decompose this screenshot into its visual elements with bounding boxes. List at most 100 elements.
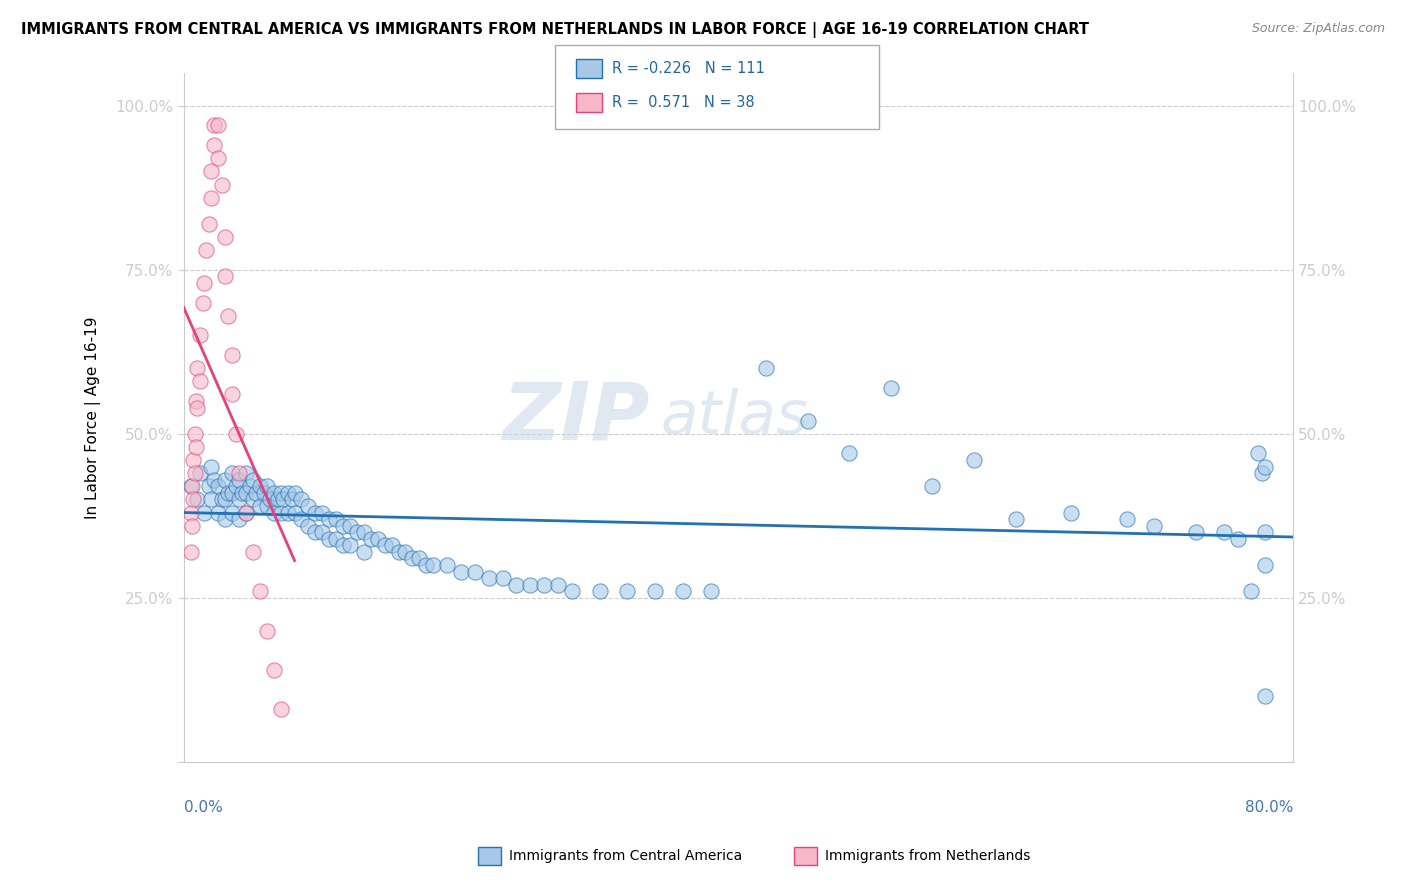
Point [194, 243, 217, 257]
Point [360, 532, 382, 546]
Point [214, 492, 236, 507]
Point [401, 551, 423, 566]
Point [202, 119, 225, 133]
Point [353, 525, 375, 540]
Point [242, 492, 264, 507]
Point [1226, 532, 1249, 546]
Point [188, 374, 211, 388]
Point [193, 276, 215, 290]
Text: 0.0%: 0.0% [184, 799, 222, 814]
Point [249, 499, 271, 513]
Point [505, 577, 527, 591]
Point [325, 512, 347, 526]
Point [491, 571, 513, 585]
Point [211, 178, 233, 192]
Point [207, 479, 229, 493]
Text: R =  0.571   N = 38: R = 0.571 N = 38 [612, 95, 754, 110]
Point [381, 538, 404, 552]
Point [231, 485, 253, 500]
Point [263, 506, 285, 520]
Point [200, 459, 222, 474]
Point [197, 479, 219, 493]
Point [1247, 446, 1270, 460]
Point [332, 538, 354, 552]
Point [184, 440, 207, 454]
Point [207, 119, 229, 133]
Text: 80.0%: 80.0% [1244, 799, 1294, 814]
Point [311, 506, 333, 520]
Point [270, 506, 292, 520]
Point [228, 473, 250, 487]
Point [235, 506, 257, 520]
Point [699, 584, 721, 599]
Point [263, 663, 285, 677]
Point [450, 565, 472, 579]
Point [588, 584, 610, 599]
Point [547, 577, 569, 591]
Point [339, 518, 361, 533]
Point [325, 532, 347, 546]
Point [235, 466, 257, 480]
Point [346, 525, 368, 540]
Point [228, 512, 250, 526]
Text: Source: ZipAtlas.com: Source: ZipAtlas.com [1251, 22, 1385, 36]
Point [228, 492, 250, 507]
Point [253, 485, 276, 500]
Point [267, 492, 290, 507]
Point [200, 191, 222, 205]
Point [181, 453, 204, 467]
Point [256, 624, 278, 638]
Point [221, 485, 243, 500]
Point [235, 506, 257, 520]
Point [394, 545, 416, 559]
Point [256, 479, 278, 493]
Point [311, 525, 333, 540]
Y-axis label: In Labor Force | Age 16-19: In Labor Force | Age 16-19 [86, 316, 101, 518]
Point [186, 492, 208, 507]
Point [318, 532, 340, 546]
Point [193, 506, 215, 520]
Point [387, 545, 409, 559]
Point [478, 571, 501, 585]
Point [239, 479, 262, 493]
Point [217, 309, 239, 323]
Point [1004, 512, 1026, 526]
Point [281, 492, 304, 507]
Point [245, 485, 267, 500]
Text: Immigrants from Central America: Immigrants from Central America [509, 849, 742, 863]
Point [202, 138, 225, 153]
Point [283, 485, 305, 500]
Point [1240, 584, 1263, 599]
Point [180, 506, 202, 520]
Point [1115, 512, 1137, 526]
Point [214, 512, 236, 526]
Point [181, 479, 204, 493]
Point [214, 473, 236, 487]
Point [180, 545, 202, 559]
Point [263, 485, 285, 500]
Point [259, 492, 281, 507]
Point [1143, 518, 1166, 533]
Point [249, 479, 271, 493]
Point [332, 518, 354, 533]
Point [184, 394, 207, 409]
Point [616, 584, 638, 599]
Point [197, 217, 219, 231]
Text: ZIP: ZIP [502, 378, 650, 457]
Point [1212, 525, 1234, 540]
Point [221, 466, 243, 480]
Point [188, 328, 211, 343]
Point [181, 518, 204, 533]
Point [290, 512, 312, 526]
Point [963, 453, 986, 467]
Point [561, 584, 583, 599]
Point [318, 512, 340, 526]
Point [367, 532, 389, 546]
Point [283, 506, 305, 520]
Point [921, 479, 943, 493]
Point [519, 577, 541, 591]
Text: IMMIGRANTS FROM CENTRAL AMERICA VS IMMIGRANTS FROM NETHERLANDS IN LABOR FORCE | : IMMIGRANTS FROM CENTRAL AMERICA VS IMMIG… [21, 22, 1090, 38]
Point [180, 479, 202, 493]
Text: R = -0.226   N = 111: R = -0.226 N = 111 [612, 62, 765, 76]
Point [838, 446, 860, 460]
